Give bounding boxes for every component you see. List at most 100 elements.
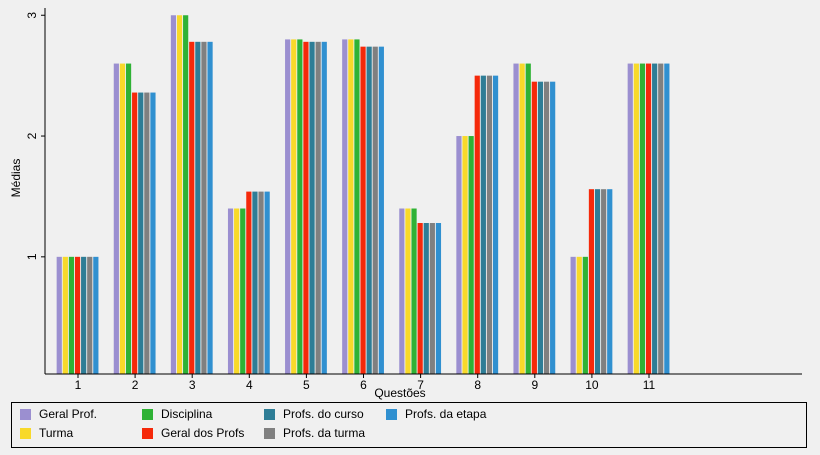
bar-q2-s3 — [125, 63, 132, 375]
bar-q9-s6 — [543, 81, 550, 375]
bar-q8-s5 — [480, 75, 486, 374]
x-tick-label: 1 — [75, 378, 82, 392]
bar-q1-s3 — [68, 256, 75, 374]
legend-swatch — [20, 427, 31, 439]
bar-q9-s7 — [550, 81, 556, 375]
x-tick-label: 9 — [531, 378, 538, 392]
bar-q11-s1 — [627, 63, 633, 375]
legend-label: Geral Prof. — [39, 407, 98, 421]
legend-swatch — [142, 408, 153, 420]
legend-label: Profs. da turma — [283, 426, 366, 440]
bar-q4-s1 — [227, 208, 234, 374]
legend-item: Profs. da etapa — [386, 407, 486, 421]
bar-q2-s2 — [119, 63, 126, 375]
legend-label: Geral dos Profs — [161, 426, 245, 440]
bar-q1-s6 — [87, 256, 93, 374]
bar-q9-s3 — [525, 63, 531, 375]
bar-q8-s7 — [492, 75, 499, 374]
bar-q4-s7 — [264, 191, 270, 374]
bar-q5-s6 — [315, 41, 321, 374]
bar-q8-s6 — [486, 75, 493, 374]
bar-q6-s6 — [372, 46, 378, 375]
bar-q4-s4 — [246, 191, 252, 374]
bar-q2-s1 — [113, 63, 119, 375]
bar-q9-s4 — [531, 81, 537, 375]
legend-swatch — [264, 427, 275, 439]
legend-item: Profs. do curso — [264, 407, 364, 421]
bar-q7-s3 — [411, 208, 417, 374]
bar-q3-s4 — [189, 41, 195, 374]
chart-area: 1 2 3 1 2 3 4 5 6 7 8 9 10 11 Questões Médias — [9, 8, 802, 400]
bar-q10-s1 — [570, 256, 576, 374]
x-tick-label: 8 — [474, 378, 481, 392]
y-tick-label: 2 — [25, 132, 39, 139]
bar-q5-s2 — [291, 39, 297, 374]
bar-q5-s3 — [297, 39, 303, 374]
bar-q9-s5 — [537, 81, 544, 375]
bar-q2-s5 — [138, 92, 144, 375]
bar-q11-s5 — [652, 63, 658, 375]
bar-q7-s6 — [429, 223, 435, 374]
bar-q7-s1 — [399, 208, 405, 374]
bar-q11-s4 — [645, 63, 652, 375]
x-tick-label: 7 — [417, 378, 424, 392]
bar-q11-s6 — [658, 63, 664, 375]
bar-q3-s7 — [207, 41, 213, 374]
x-tick-label: 5 — [303, 378, 310, 392]
bar-q10-s6 — [601, 189, 607, 374]
bar-q2-s4 — [132, 92, 138, 375]
bar-q8-s3 — [468, 136, 474, 374]
bar-q3-s3 — [183, 15, 189, 374]
bar-q11-s7 — [664, 63, 670, 375]
bar-q3-s2 — [176, 15, 183, 374]
bar-q6-s5 — [366, 46, 372, 375]
bar-q8-s2 — [462, 136, 468, 374]
legend-swatch — [20, 408, 31, 420]
x-tick-label: 3 — [189, 378, 196, 392]
legend-swatch — [142, 427, 153, 439]
legend-label: Profs. do curso — [283, 407, 364, 421]
bar-q2-s7 — [150, 92, 156, 375]
bar-q4-s2 — [234, 208, 240, 374]
bar-q1-s5 — [81, 256, 87, 374]
legend-label: Disciplina — [161, 407, 213, 421]
bar-q4-s6 — [258, 191, 264, 374]
bar-q9-s2 — [519, 63, 525, 375]
legend-item: Geral dos Profs — [142, 426, 244, 440]
bar-q10-s5 — [594, 189, 601, 374]
bar-q11-s2 — [633, 63, 639, 375]
bar-q8-s4 — [474, 75, 480, 374]
bar-q7-s2 — [405, 208, 411, 374]
bar-q5-s7 — [321, 41, 327, 374]
bar-q10-s4 — [588, 189, 595, 374]
x-tick-label: 10 — [585, 378, 599, 392]
x-axis-title: Questões — [374, 386, 425, 400]
bar-q1-s4 — [74, 256, 81, 374]
bar-q10-s2 — [576, 256, 582, 374]
bar-q4-s3 — [240, 208, 246, 374]
legend-item: Turma — [20, 426, 73, 440]
bar-q3-s6 — [201, 41, 207, 374]
bar-q1-s1 — [56, 256, 62, 374]
bar-q5-s1 — [285, 39, 291, 374]
legend-swatch — [386, 408, 397, 420]
bar-q9-s1 — [513, 63, 519, 375]
bar-q7-s5 — [423, 223, 429, 374]
bar-q6-s3 — [354, 39, 360, 374]
bar-q5-s5 — [309, 41, 315, 374]
legend-item: Disciplina — [142, 407, 212, 421]
bar-q4-s5 — [252, 191, 258, 374]
x-tick-label: 6 — [360, 378, 367, 392]
legend-label: Turma — [39, 426, 74, 440]
bar-q6-s7 — [378, 46, 384, 375]
bar-q1-s7 — [93, 256, 99, 374]
bar-chart: 1 2 3 1 2 3 4 5 6 7 8 9 10 11 Questões Médias — [9, 8, 802, 400]
bar-q3-s5 — [195, 41, 201, 374]
bar-q1-s2 — [62, 256, 68, 374]
y-tick-label: 1 — [25, 253, 39, 260]
x-tick-label: 4 — [246, 378, 253, 392]
legend-swatch — [264, 408, 275, 420]
bar-q7-s7 — [435, 223, 442, 374]
bar-q10-s7 — [607, 189, 613, 374]
bar-q2-s6 — [144, 92, 150, 375]
